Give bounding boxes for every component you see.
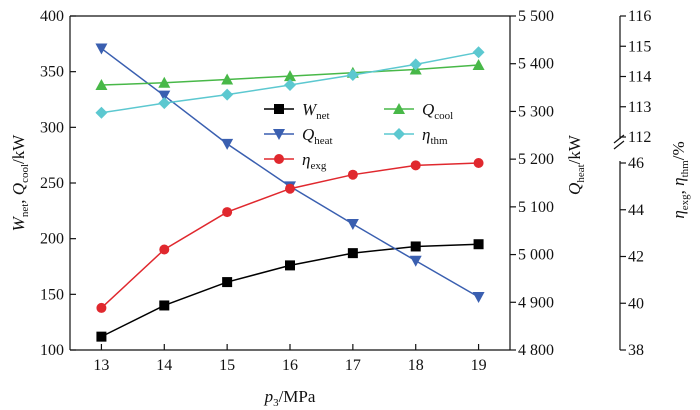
left-tick-label: 150 — [40, 286, 64, 303]
right-upper-tick-label: 116 — [628, 8, 651, 25]
right-lower-tick-label: 44 — [628, 202, 644, 219]
right-lower-tick-label: 42 — [628, 249, 644, 266]
right-lower-tick-label: 38 — [628, 342, 644, 359]
point-eta-exg — [410, 160, 421, 171]
point-w-net — [473, 239, 484, 250]
point-eta-thm — [284, 78, 296, 91]
legend: Wnet Qcool Qheat ηthm ηexg — [264, 100, 453, 172]
x-tick-label: 13 — [93, 357, 109, 374]
series-layer — [95, 43, 485, 342]
right-upper-tick-label: 115 — [628, 38, 651, 55]
left-tick-label: 200 — [40, 231, 64, 248]
point-q-cool — [221, 73, 234, 85]
x-tick-label: 16 — [282, 357, 298, 374]
point-eta-thm — [409, 58, 422, 71]
point-eta-thm — [95, 106, 108, 119]
left-axis-title: Wnet, Qcool/kW — [9, 134, 31, 232]
point-q-heat — [158, 90, 171, 102]
point-eta-exg — [96, 302, 107, 313]
left-tick-label: 250 — [40, 175, 64, 192]
point-w-net — [222, 277, 233, 288]
legend-marker-eta-exg — [274, 154, 284, 164]
x-tick-label: 15 — [219, 357, 235, 374]
point-q-cool — [95, 79, 108, 91]
legend-marker-eta-thm — [393, 128, 405, 140]
point-eta-thm — [472, 46, 485, 59]
right-upper-tick-label: 114 — [628, 69, 651, 86]
axis-break-mark — [613, 134, 625, 150]
point-q-cool — [158, 76, 171, 88]
point-eta-exg — [285, 183, 295, 194]
point-w-net — [159, 300, 170, 311]
right-axis-title: ηexg, ηthm/% — [669, 141, 691, 218]
right-upper-tick-label: 112 — [628, 129, 651, 146]
left-tick-label: 400 — [40, 8, 64, 25]
point-eta-exg — [473, 158, 484, 168]
mid-tick-label: 5 400 — [518, 56, 554, 73]
mid-tick-label: 4 900 — [518, 294, 554, 311]
legend-label-w-net: Wnet — [302, 100, 330, 122]
left-tick-label: 350 — [40, 64, 64, 81]
axes: 13 14 15 16 17 18 19 p3/MPa 100 150 200 250 300 350 40… — [9, 8, 691, 409]
point-eta-exg — [347, 169, 358, 180]
point-q-heat — [346, 219, 359, 231]
x-tick-label: 19 — [471, 357, 487, 374]
mid-tick-label: 5 100 — [518, 199, 554, 216]
x-tick-label: 14 — [156, 357, 172, 374]
point-q-cool — [284, 70, 296, 82]
mid-tick-label: 5 200 — [518, 151, 554, 168]
x-tick-label: 18 — [408, 357, 424, 374]
point-w-net — [347, 248, 358, 259]
point-w-net — [96, 331, 107, 342]
legend-marker-q-cool — [393, 103, 405, 114]
mid-tick-label: 5 300 — [518, 103, 554, 120]
mid-tick-label: 5 000 — [518, 247, 554, 264]
point-q-heat — [472, 292, 485, 304]
point-eta-exg — [159, 244, 170, 255]
point-q-heat — [409, 255, 422, 267]
legend-label-q-heat: Qheat — [302, 125, 333, 147]
legend-label-eta-exg: ηexg — [302, 150, 327, 172]
point-eta-exg — [222, 207, 233, 218]
point-q-heat — [95, 43, 108, 55]
legend-label-eta-thm: ηthm — [422, 125, 448, 147]
right-lower-tick-label: 46 — [628, 155, 644, 172]
right-upper-tick-label: 113 — [628, 99, 651, 116]
point-q-cool — [472, 58, 485, 70]
mid-axis-title: Qheat/kW — [565, 134, 587, 195]
point-w-net — [410, 241, 421, 252]
legend-marker-q-heat — [273, 129, 285, 140]
mid-tick-label: 4 800 — [518, 342, 554, 359]
legend-label-q-cool: Qcool — [422, 100, 453, 122]
series-line-w-net — [101, 243, 479, 338]
mid-tick-label: 5 500 — [518, 8, 554, 25]
left-tick-label: 300 — [40, 119, 64, 136]
left-tick-label: 100 — [40, 342, 64, 359]
point-w-net — [285, 260, 295, 271]
point-eta-thm — [221, 88, 234, 101]
x-axis-title: p3/MPa — [264, 387, 316, 409]
point-eta-thm — [346, 68, 359, 81]
point-q-heat — [221, 138, 234, 150]
legend-marker-w-net — [274, 104, 284, 114]
x-tick-label: 17 — [345, 357, 361, 374]
point-eta-thm — [158, 97, 171, 110]
right-lower-tick-label: 40 — [628, 295, 644, 312]
